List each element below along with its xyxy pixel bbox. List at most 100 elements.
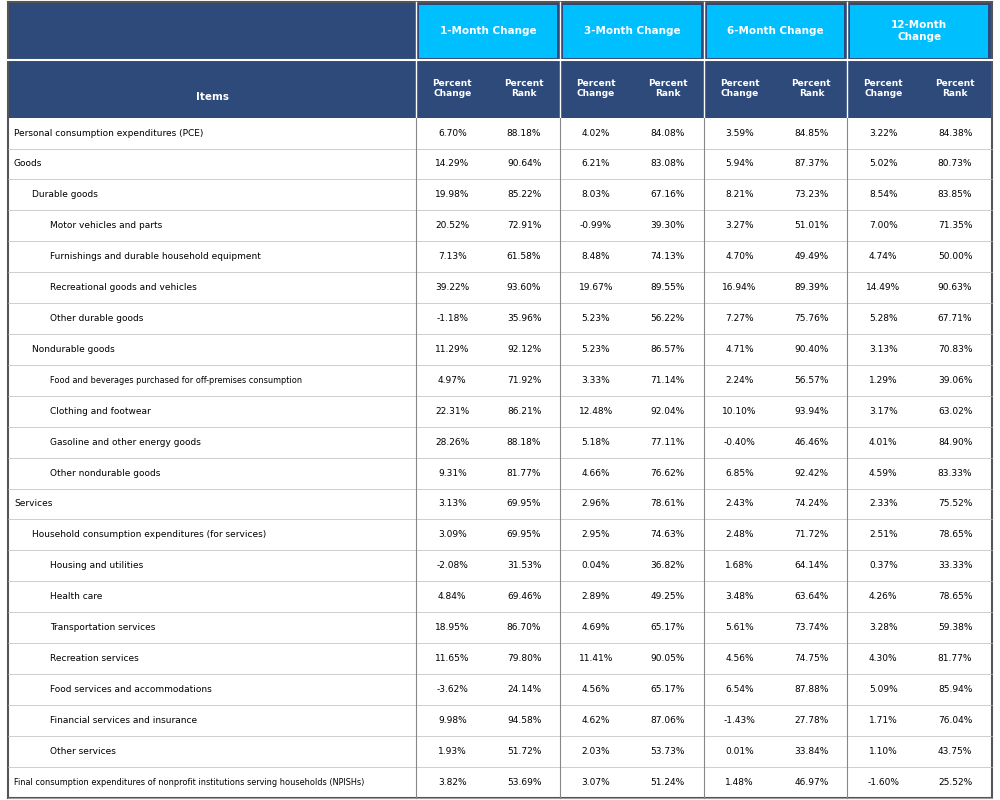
Text: 46.97%: 46.97% [794, 778, 829, 786]
Text: 64.14%: 64.14% [794, 562, 829, 570]
Text: 73.23%: 73.23% [794, 190, 829, 199]
Text: 67.16%: 67.16% [651, 190, 685, 199]
Text: Percent
Rank: Percent Rank [504, 79, 544, 98]
Text: 8.48%: 8.48% [582, 252, 610, 261]
Text: 6.21%: 6.21% [582, 159, 610, 169]
Text: 89.55%: 89.55% [651, 283, 685, 292]
Text: Percent
Rank: Percent Rank [648, 79, 688, 98]
Text: 84.08%: 84.08% [651, 129, 685, 138]
Text: 8.54%: 8.54% [869, 190, 898, 199]
Bar [8, 766, 992, 798]
Text: Nondurable goods: Nondurable goods [32, 345, 115, 354]
Text: 16.94%: 16.94% [722, 283, 757, 292]
Text: 6.54%: 6.54% [725, 685, 754, 694]
Text: 74.63%: 74.63% [651, 530, 685, 539]
Text: 5.23%: 5.23% [582, 314, 610, 323]
Text: 6-Month Change: 6-Month Change [727, 26, 824, 36]
Text: 0.04%: 0.04% [582, 562, 610, 570]
Text: 4.84%: 4.84% [438, 592, 467, 601]
Text: Recreation services: Recreation services [50, 654, 139, 663]
Bar [8, 643, 992, 674]
Text: 84.85%: 84.85% [794, 129, 829, 138]
Text: 71.72%: 71.72% [794, 530, 829, 539]
Text: 71.92%: 71.92% [507, 376, 541, 385]
Text: Final consumption expenditures of nonprofit institutions serving households (NPI: Final consumption expenditures of nonpro… [14, 778, 364, 786]
Text: Recreational goods and vehicles: Recreational goods and vehicles [50, 283, 197, 292]
Text: Clothing and footwear: Clothing and footwear [50, 406, 151, 416]
Text: 43.75%: 43.75% [938, 746, 972, 756]
Bar [8, 179, 992, 210]
Bar [8, 272, 992, 303]
Text: 35.96%: 35.96% [507, 314, 541, 323]
Text: 3.82%: 3.82% [438, 778, 467, 786]
Text: 11.65%: 11.65% [435, 654, 470, 663]
Text: 69.95%: 69.95% [507, 530, 541, 539]
Bar [850, 5, 988, 58]
Text: 1.93%: 1.93% [438, 746, 467, 756]
Text: Percent
Change: Percent Change [432, 79, 472, 98]
Text: 78.65%: 78.65% [938, 592, 972, 601]
Text: 12-Month
Change: 12-Month Change [891, 20, 947, 42]
Text: 76.04%: 76.04% [938, 716, 972, 725]
Bar [8, 674, 992, 705]
Text: 74.75%: 74.75% [794, 654, 829, 663]
Text: 39.22%: 39.22% [435, 283, 469, 292]
Text: Other nondurable goods: Other nondurable goods [50, 469, 160, 478]
Text: 39.30%: 39.30% [651, 222, 685, 230]
Text: 0.01%: 0.01% [725, 746, 754, 756]
Text: 81.77%: 81.77% [938, 654, 972, 663]
Text: 22.31%: 22.31% [435, 406, 469, 416]
Text: 72.91%: 72.91% [507, 222, 541, 230]
Text: 5.94%: 5.94% [725, 159, 754, 169]
Text: 11.29%: 11.29% [435, 345, 469, 354]
Text: 75.76%: 75.76% [794, 314, 829, 323]
Text: 3.17%: 3.17% [869, 406, 898, 416]
Text: 67.71%: 67.71% [938, 314, 972, 323]
Text: -1.60%: -1.60% [867, 778, 899, 786]
Bar [8, 334, 992, 365]
Text: Food services and accommodations: Food services and accommodations [50, 685, 212, 694]
Text: 77.11%: 77.11% [651, 438, 685, 446]
Text: 6.85%: 6.85% [725, 469, 754, 478]
Text: 2.95%: 2.95% [582, 530, 610, 539]
Text: -2.08%: -2.08% [436, 562, 468, 570]
Text: 87.88%: 87.88% [794, 685, 829, 694]
Text: 3.27%: 3.27% [725, 222, 754, 230]
Text: -0.99%: -0.99% [580, 222, 612, 230]
Text: 20.52%: 20.52% [435, 222, 469, 230]
Bar [8, 612, 992, 643]
Text: 2.96%: 2.96% [582, 499, 610, 509]
Text: 49.49%: 49.49% [794, 252, 829, 261]
Text: 14.29%: 14.29% [435, 159, 469, 169]
Text: 63.64%: 63.64% [794, 592, 829, 601]
Text: 2.51%: 2.51% [869, 530, 898, 539]
Text: Percent
Change: Percent Change [863, 79, 903, 98]
Text: 73.74%: 73.74% [794, 623, 829, 632]
Text: 74.13%: 74.13% [651, 252, 685, 261]
Text: 4.97%: 4.97% [438, 376, 467, 385]
Text: 6.70%: 6.70% [438, 129, 467, 138]
Text: 61.58%: 61.58% [507, 252, 541, 261]
Text: 4.62%: 4.62% [582, 716, 610, 725]
Bar [8, 519, 992, 550]
Bar [8, 60, 992, 118]
Text: 56.57%: 56.57% [794, 376, 829, 385]
Text: 36.82%: 36.82% [651, 562, 685, 570]
Text: 4.30%: 4.30% [869, 654, 898, 663]
Text: 1.68%: 1.68% [725, 562, 754, 570]
Text: 81.77%: 81.77% [507, 469, 541, 478]
Text: 33.33%: 33.33% [938, 562, 972, 570]
Text: 53.69%: 53.69% [507, 778, 541, 786]
Text: 1.10%: 1.10% [869, 746, 898, 756]
Text: 7.13%: 7.13% [438, 252, 467, 261]
Text: Goods: Goods [14, 159, 42, 169]
Text: 4.74%: 4.74% [869, 252, 898, 261]
Text: Transportation services: Transportation services [50, 623, 155, 632]
Text: 93.94%: 93.94% [794, 406, 829, 416]
Text: 86.70%: 86.70% [507, 623, 541, 632]
Text: 71.14%: 71.14% [651, 376, 685, 385]
Bar [8, 242, 992, 272]
Text: 86.57%: 86.57% [651, 345, 685, 354]
Text: 90.64%: 90.64% [507, 159, 541, 169]
Text: 5.61%: 5.61% [725, 623, 754, 632]
